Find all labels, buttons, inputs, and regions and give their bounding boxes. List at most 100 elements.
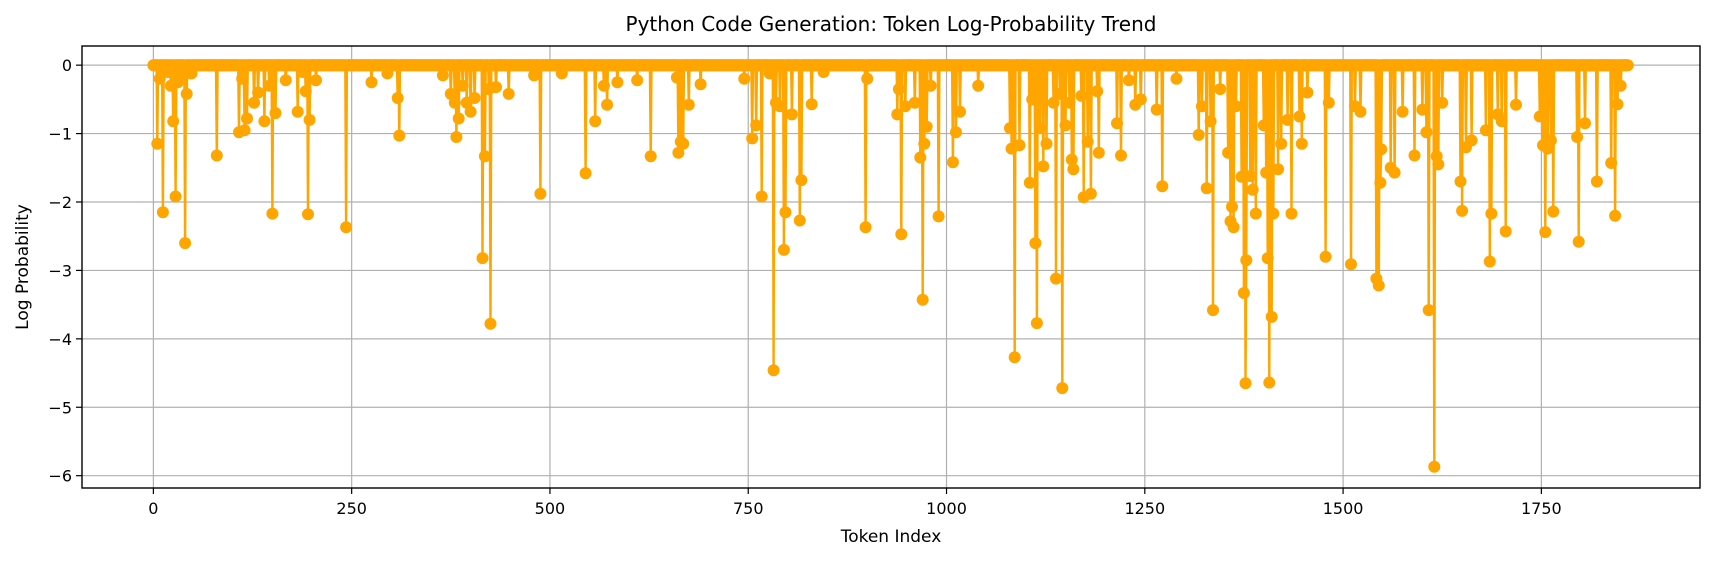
data-point bbox=[1029, 237, 1042, 250]
data-point bbox=[972, 79, 985, 92]
grid-lines bbox=[82, 46, 1700, 488]
data-point bbox=[456, 79, 469, 92]
data-point bbox=[1533, 110, 1546, 123]
data-point bbox=[1614, 79, 1627, 92]
data-point bbox=[1275, 137, 1288, 150]
data-point bbox=[1134, 93, 1147, 106]
x-tick-label: 0 bbox=[148, 499, 158, 518]
data-point bbox=[156, 206, 169, 219]
data-point bbox=[1063, 96, 1076, 109]
data-point bbox=[279, 74, 292, 87]
data-point bbox=[946, 156, 959, 169]
data-point bbox=[1065, 153, 1078, 166]
data-point bbox=[738, 72, 751, 85]
data-point bbox=[153, 72, 166, 85]
y-tick-label: 0 bbox=[62, 56, 72, 75]
plot-frame bbox=[81, 45, 1701, 489]
series-line bbox=[153, 64, 1629, 468]
series-token-logprob bbox=[147, 59, 1634, 473]
data-point bbox=[1345, 258, 1357, 271]
data-point bbox=[924, 79, 937, 92]
data-point bbox=[1013, 139, 1026, 152]
y-tick-label: −1 bbox=[48, 125, 72, 144]
data-point bbox=[1261, 252, 1274, 265]
data-point bbox=[1465, 134, 1478, 147]
data-point bbox=[291, 105, 304, 118]
data-point bbox=[151, 137, 164, 150]
data-point bbox=[1122, 74, 1135, 87]
data-point bbox=[805, 98, 818, 111]
data-point bbox=[269, 107, 282, 120]
data-point bbox=[391, 92, 404, 104]
data-point bbox=[1047, 96, 1060, 109]
data-point bbox=[1420, 126, 1433, 139]
data-point bbox=[1416, 103, 1429, 116]
data-point bbox=[210, 149, 223, 162]
data-point bbox=[1428, 460, 1441, 473]
data-point bbox=[175, 69, 188, 82]
data-point bbox=[1281, 113, 1294, 126]
data-point bbox=[777, 243, 790, 256]
data-point bbox=[179, 237, 192, 250]
data-point bbox=[1547, 205, 1560, 218]
data-point bbox=[1023, 176, 1036, 189]
data-point bbox=[1322, 96, 1335, 109]
data-point bbox=[1388, 166, 1401, 179]
data-point bbox=[478, 150, 491, 163]
data-point bbox=[1372, 279, 1385, 292]
data-point bbox=[1454, 175, 1467, 188]
data-point bbox=[1235, 170, 1248, 183]
data-point bbox=[682, 98, 695, 111]
data-point bbox=[672, 146, 685, 159]
x-tick-label: 1000 bbox=[926, 499, 967, 518]
data-point bbox=[464, 105, 477, 118]
data-point bbox=[1226, 200, 1238, 213]
data-point bbox=[1295, 137, 1308, 150]
data-point bbox=[436, 69, 449, 82]
data-point bbox=[1084, 187, 1097, 200]
data-point bbox=[1050, 272, 1062, 285]
data-point bbox=[601, 98, 614, 111]
x-tick-label: 500 bbox=[535, 499, 566, 518]
chart-title: Python Code Generation: Token Log-Probab… bbox=[626, 12, 1157, 36]
data-point bbox=[1267, 207, 1280, 220]
data-point bbox=[365, 76, 378, 89]
data-point bbox=[450, 131, 463, 143]
data-point bbox=[1408, 149, 1421, 162]
x-tick-label: 1750 bbox=[1521, 499, 1562, 518]
data-point bbox=[1272, 163, 1285, 176]
x-tick-label: 250 bbox=[336, 499, 367, 518]
data-point bbox=[1293, 110, 1306, 123]
data-point bbox=[452, 112, 465, 125]
data-point bbox=[528, 69, 541, 82]
data-point bbox=[1621, 59, 1634, 72]
data-point bbox=[299, 85, 312, 98]
data-point bbox=[920, 120, 933, 133]
data-point bbox=[1609, 209, 1622, 222]
data-point bbox=[1572, 235, 1585, 248]
data-point bbox=[340, 221, 353, 234]
data-point bbox=[891, 108, 904, 121]
data-point bbox=[303, 113, 316, 126]
data-point bbox=[1246, 183, 1259, 196]
series-markers bbox=[147, 59, 1634, 473]
data-point bbox=[1510, 98, 1522, 111]
data-point bbox=[1092, 146, 1105, 159]
data-point bbox=[502, 87, 515, 100]
data-point bbox=[476, 252, 489, 265]
data-point bbox=[899, 100, 912, 113]
data-point bbox=[1056, 382, 1069, 395]
x-axis-ticks: 0 250 500 750 1000 1250 1500 1750 bbox=[148, 488, 1562, 518]
data-point bbox=[767, 364, 780, 377]
data-point bbox=[644, 150, 657, 163]
data-point bbox=[774, 100, 786, 113]
data-point bbox=[1156, 180, 1169, 193]
data-point bbox=[1483, 255, 1496, 268]
data-point bbox=[1195, 100, 1208, 113]
data-point bbox=[1301, 86, 1314, 99]
data-point bbox=[1214, 83, 1227, 96]
data-point bbox=[1239, 377, 1252, 390]
data-point bbox=[950, 126, 962, 139]
y-tick-label: −5 bbox=[48, 398, 72, 417]
y-tick-label: −4 bbox=[48, 330, 72, 349]
